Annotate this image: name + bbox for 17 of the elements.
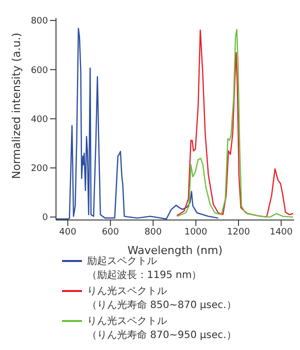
x-tick-label: 1400 (270, 227, 293, 238)
x-axis-title: Wavelength (nm) (127, 244, 223, 257)
x-tick-label: 800 (144, 227, 162, 238)
legend-label: 励起スペクトル（励起波長：1195 nm） (87, 256, 202, 282)
line-series (56, 28, 219, 220)
legend-label: りん光スペクトル（りん光寿命 850~870 μsec.） (87, 284, 236, 312)
x-tick-label: 1000 (184, 227, 208, 238)
x-tick-label: 1200 (227, 227, 250, 238)
y-tick-label: 400 (30, 114, 48, 125)
y-axis-title: Normalized intensity (a.u.) (10, 32, 23, 179)
x-tick-label: 600 (102, 227, 120, 238)
y-tick-label: 200 (30, 164, 48, 174)
y-tick-label: 800 (30, 16, 48, 27)
y-tick-label: 600 (30, 66, 48, 76)
x-tick-label: 400 (59, 227, 77, 238)
y-tick-label: 0 (42, 213, 48, 224)
legend-label: りん光スペクトル（りん光寿命 870~950 μsec.） (87, 314, 236, 342)
